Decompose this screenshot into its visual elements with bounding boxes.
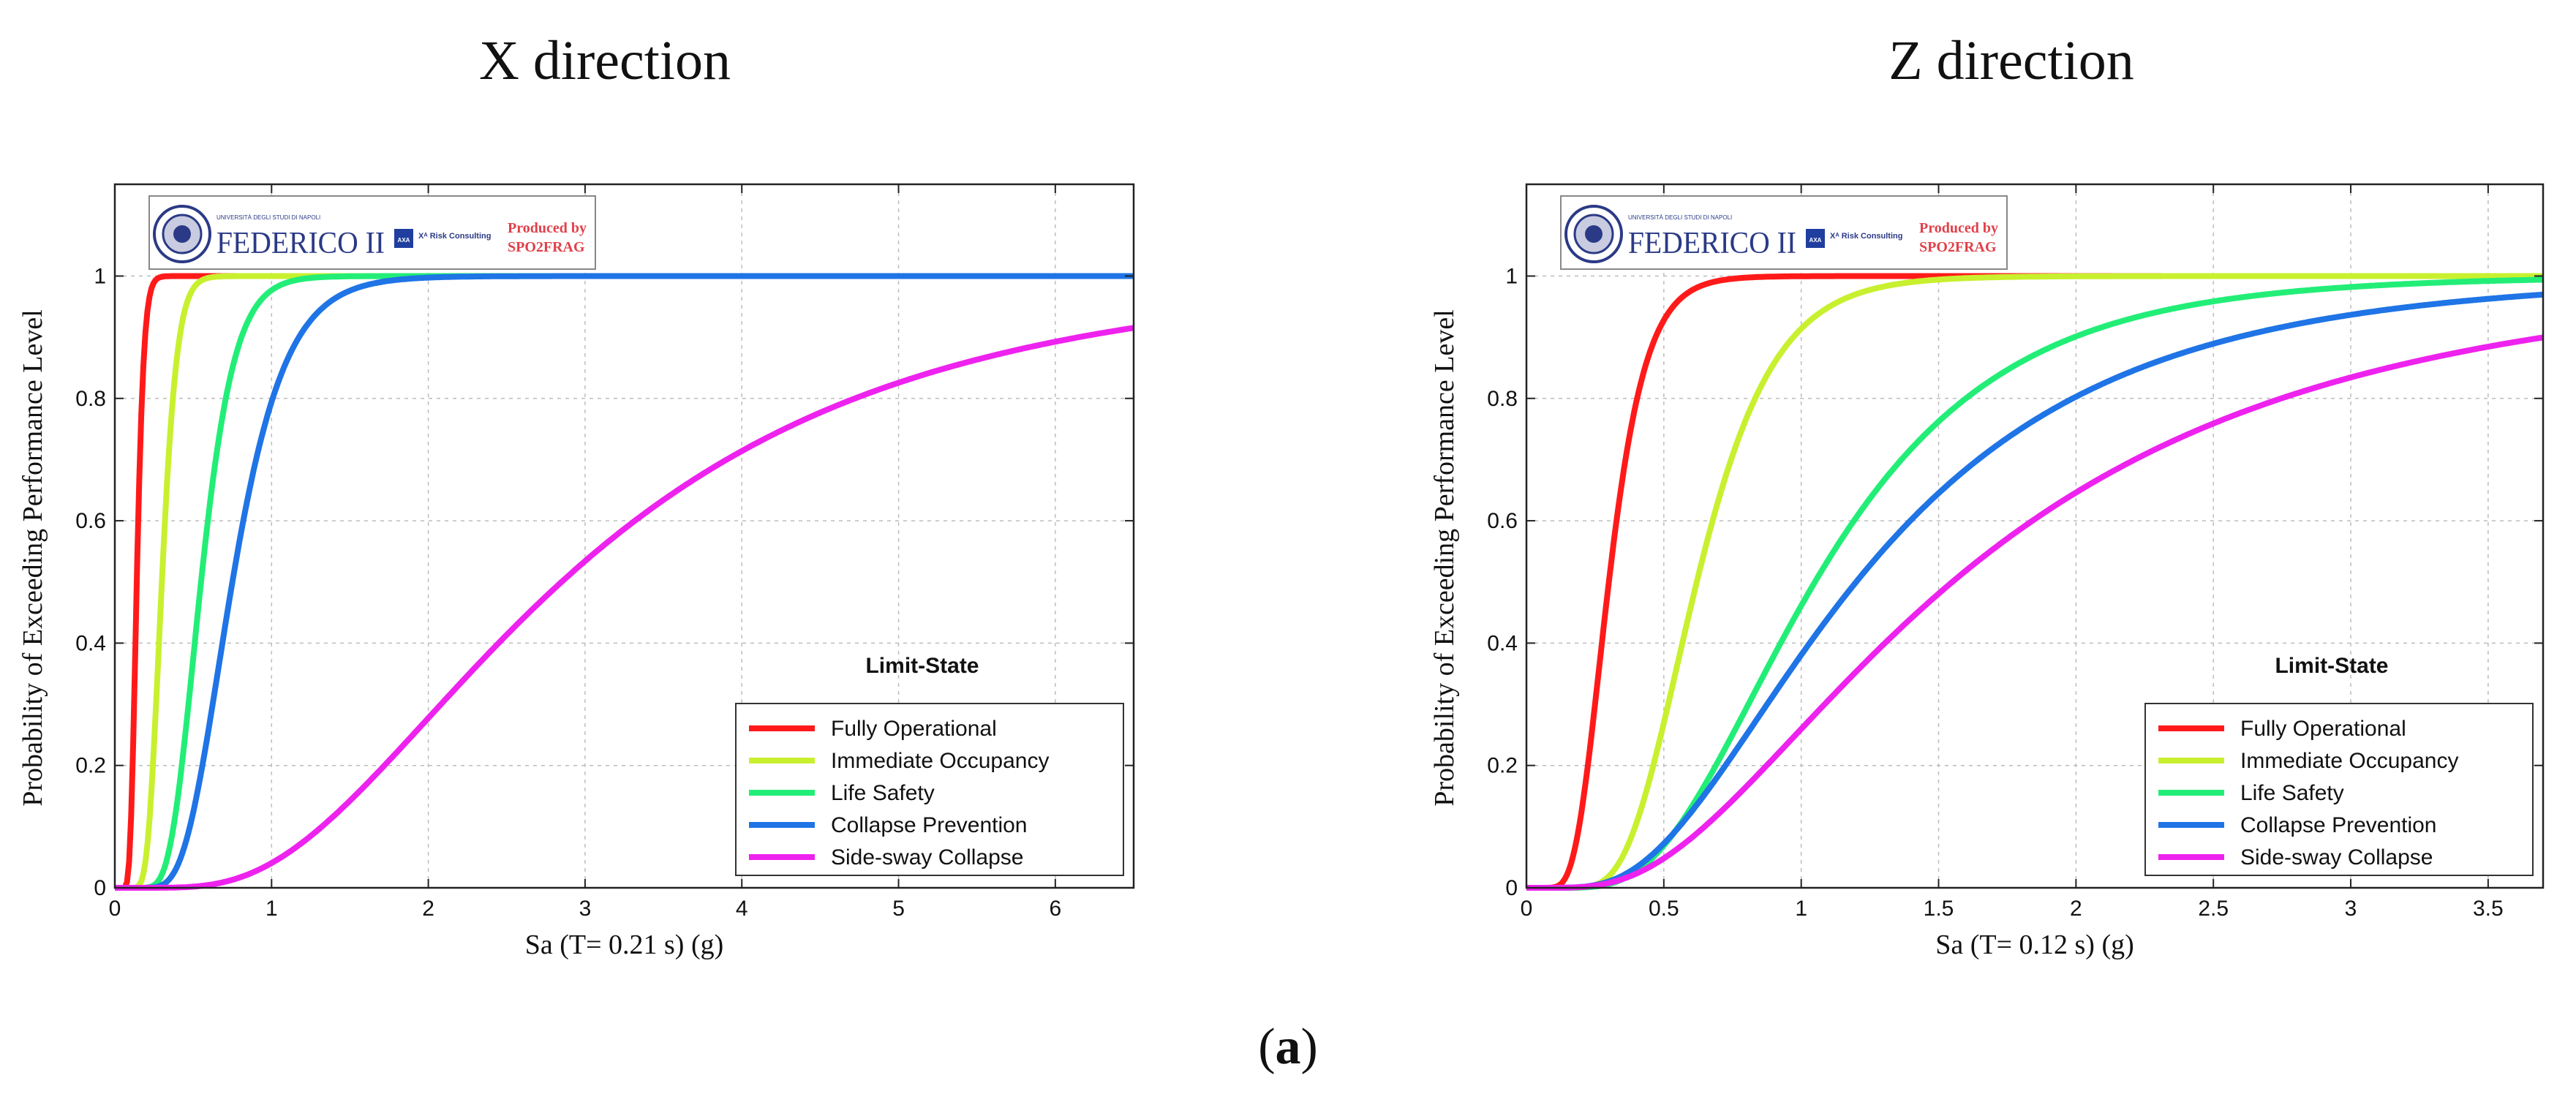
x-axis-label: Sa (T= 0.12 s) (g) (1935, 929, 2134, 960)
logo-risk-text: Xᴬ Risk Consulting (1830, 232, 1902, 241)
series-line-life-safety (1525, 276, 2545, 891)
legend-label: Fully Operational (2240, 717, 2406, 741)
legend-label: Immediate Occupancy (831, 749, 1049, 773)
x-tick-label: 0 (109, 897, 121, 921)
axes-frame (113, 183, 1135, 889)
x-tick-label: 1 (265, 897, 278, 921)
y-tick-label: 0 (1505, 876, 1518, 900)
series-line-collapse-prevention (1525, 291, 2545, 891)
legend-label: Fully Operational (831, 717, 997, 741)
logo-box (148, 195, 596, 270)
logo-tool-name: SPO2FRAG (1919, 239, 1997, 255)
axa-logo-icon (394, 229, 413, 248)
y-tick-label: 0.6 (75, 509, 106, 533)
x-tick-label: 1 (1795, 897, 1807, 921)
legend-title: Limit-State (865, 654, 979, 678)
series-line-collapse-prevention (113, 273, 1135, 891)
legend-label: Collapse Prevention (831, 813, 1028, 837)
logo-group: UNIVERSITÀ DEGLI STUDI DI NAPOLI FEDERICO… (148, 195, 596, 270)
logo-tool-name: SPO2FRAG (508, 239, 585, 255)
legend-box (735, 703, 1124, 876)
logo-university-text: UNIVERSITÀ DEGLI STUDI DI NAPOLI (216, 214, 320, 221)
axa-logo-text: AXA (1809, 237, 1822, 244)
logo-group: UNIVERSITÀ DEGLI STUDI DI NAPOLI FEDERICO… (1560, 195, 2008, 270)
y-tick-label: 0.4 (1487, 631, 1518, 655)
legend-box (2144, 703, 2534, 876)
y-tick-label: 0.2 (75, 754, 106, 778)
axa-logo-icon (1806, 229, 1825, 248)
x-tick-label: 3.5 (2473, 897, 2504, 921)
x-tick-label: 2 (422, 897, 434, 921)
x-tick-label: 3 (2345, 897, 2357, 921)
x-tick-label: 0 (1521, 897, 1533, 921)
y-tick-label: 1 (1505, 264, 1518, 288)
x-axis-label: Sa (T= 0.21 s) (g) (525, 929, 724, 960)
legend-label: Immediate Occupancy (2240, 749, 2458, 773)
logo-federico-text: FEDERICO II (216, 227, 385, 260)
legend-label: Side-sway Collapse (2240, 845, 2433, 870)
y-tick-label: 0.4 (75, 631, 106, 655)
x-tick-label: 4 (736, 897, 748, 921)
x-tick-label: 1.5 (1924, 897, 1954, 921)
legend-label: Collapse Prevention (2240, 813, 2437, 837)
x-tick-label: 3 (579, 897, 592, 921)
y-axis-label: Probability of Exceeding Performance Lev… (1429, 309, 1460, 807)
axa-logo-text: AXA (398, 237, 410, 244)
y-tick-label: 1 (94, 264, 106, 288)
y-tick-label: 0.2 (1487, 754, 1518, 778)
axes-frame (1525, 183, 2545, 889)
series-line-side-sway-collapse (113, 325, 1135, 891)
logo-university-text: UNIVERSITÀ DEGLI STUDI DI NAPOLI (1628, 214, 1732, 221)
x-tick-label: 0.5 (1649, 897, 1679, 921)
x-tick-label: 2 (2070, 897, 2082, 921)
legend-label: Side-sway Collapse (831, 845, 1023, 870)
y-tick-label: 0.6 (1487, 509, 1518, 533)
y-tick-label: 0.8 (75, 387, 106, 411)
x-tick-label: 5 (892, 897, 905, 921)
legend-label: Life Safety (831, 781, 935, 805)
chart-title-z: Z direction (1888, 30, 2134, 91)
seal-core-icon (1585, 225, 1603, 243)
x-tick-label: 6 (1050, 897, 1062, 921)
figure-caption: (a) (0, 1018, 2576, 1076)
legend-title: Limit-State (2275, 654, 2388, 678)
caption-open: ( (1258, 1019, 1276, 1075)
chart-title-x: X direction (478, 30, 731, 91)
series-line-immediate-occupancy (1525, 273, 2545, 891)
series-line-side-sway-collapse (1525, 334, 2545, 891)
legend-label: Life Safety (2240, 781, 2344, 805)
y-tick-label: 0.8 (1487, 387, 1518, 411)
y-tick-label: 0 (94, 876, 106, 900)
y-axis-label: Probability of Exceeding Performance Lev… (18, 309, 48, 807)
caption-close: ) (1300, 1019, 1318, 1075)
x-tick-label: 2.5 (2198, 897, 2229, 921)
logo-federico-text: FEDERICO II (1628, 227, 1796, 260)
logo-risk-text: Xᴬ Risk Consulting (418, 232, 491, 241)
logo-produced-by: Produced by (1919, 220, 1998, 236)
seal-core-icon (173, 225, 191, 243)
logo-produced-by: Produced by (508, 220, 587, 236)
logo-box (1560, 195, 2008, 270)
caption-letter: a (1275, 1019, 1301, 1075)
